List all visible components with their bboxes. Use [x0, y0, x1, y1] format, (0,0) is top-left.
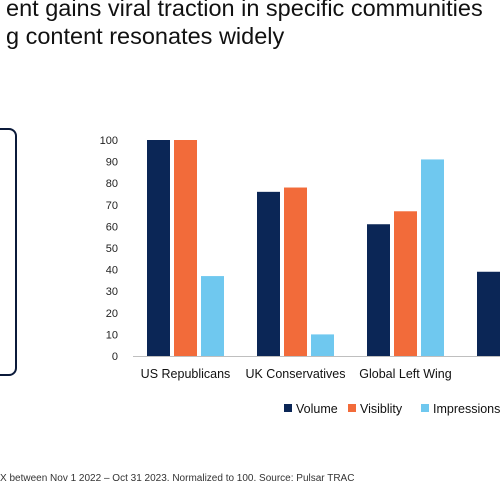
- bar-visiblity: [394, 211, 417, 356]
- legend-swatch-impressions: [421, 404, 429, 412]
- y-tick-label: 40: [106, 265, 118, 277]
- y-tick-label: 80: [106, 178, 118, 190]
- legend-label-visiblity: Visiblity: [360, 402, 403, 416]
- y-tick-label: 30: [106, 286, 118, 298]
- source-note: X between Nov 1 2022 – Oct 31 2023. Norm…: [0, 473, 355, 484]
- x-category-label: Global Left Wing: [359, 367, 451, 381]
- bar-impressions: [421, 159, 444, 356]
- bar-impressions: [201, 276, 224, 356]
- bar-volume: [257, 191, 280, 356]
- bar-volume: [477, 271, 500, 356]
- y-tick-label: 0: [112, 351, 118, 363]
- chart-title: ent gains viral traction in specific com…: [6, 0, 500, 50]
- y-tick-label: 10: [106, 329, 118, 341]
- y-tick-label: 60: [106, 221, 118, 233]
- title-line-2: g content resonates widely: [6, 23, 285, 49]
- bar-volume: [367, 224, 390, 356]
- title-line-1: ent gains viral traction in specific com…: [6, 0, 483, 21]
- bar-impressions: [311, 334, 334, 356]
- y-tick-label: 50: [106, 243, 118, 255]
- legend-label-volume: Volume: [296, 402, 338, 416]
- side-panel-frame: [0, 128, 17, 376]
- legend-swatch-volume: [284, 404, 292, 412]
- bar-visiblity: [284, 187, 307, 356]
- x-category-label: US Republicans: [141, 367, 231, 381]
- y-tick-label: 90: [106, 157, 118, 169]
- legend-label-impressions: Impressions: [433, 402, 500, 416]
- bar-visiblity: [174, 140, 197, 356]
- y-tick-label: 100: [100, 135, 118, 147]
- y-tick-label: 20: [106, 308, 118, 320]
- x-category-label: UK Conservatives: [245, 367, 345, 381]
- legend-swatch-visiblity: [348, 404, 356, 412]
- y-tick-label: 70: [106, 200, 118, 212]
- bar-volume: [147, 140, 170, 356]
